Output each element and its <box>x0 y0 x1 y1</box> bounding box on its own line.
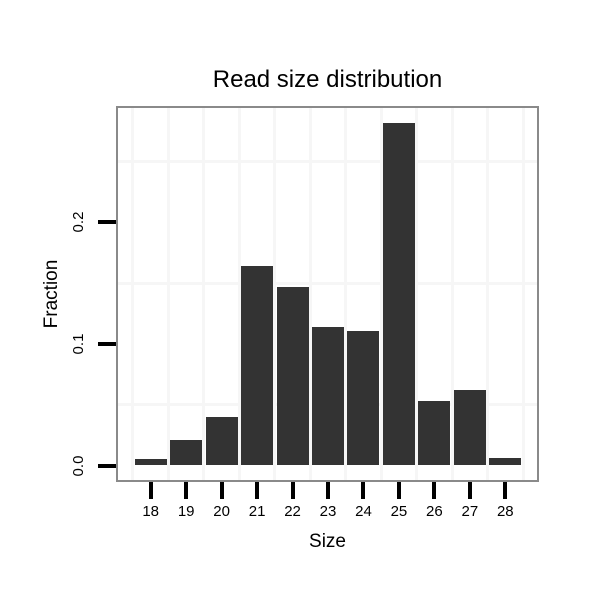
bar-21 <box>241 266 274 466</box>
minor-gridline-vertical <box>450 108 454 480</box>
y-tick-label-0.0: 0.0 <box>70 455 87 476</box>
minor-gridline-horizontal <box>118 160 537 163</box>
x-tick-25 <box>396 482 401 499</box>
minor-gridline-horizontal <box>118 281 537 285</box>
x-tick-26 <box>432 482 437 499</box>
x-tick-27 <box>467 482 472 499</box>
bar-23 <box>312 326 344 466</box>
minor-gridline-vertical <box>486 108 490 480</box>
minor-gridline-vertical <box>202 108 206 480</box>
x-tick-label-23: 23 <box>319 503 337 520</box>
minor-gridline-vertical <box>308 108 312 480</box>
y-tick-label-0.1: 0.1 <box>70 333 87 355</box>
x-tick-label-28: 28 <box>496 503 514 520</box>
x-tick-22 <box>290 482 295 499</box>
minor-gridline-vertical <box>344 108 348 480</box>
minor-gridline-vertical <box>379 108 383 480</box>
minor-gridline-vertical <box>415 108 419 480</box>
bar-25 <box>382 122 415 466</box>
x-tick-label-20: 20 <box>213 503 230 520</box>
x-tick-label-27: 27 <box>461 503 479 520</box>
minor-gridline-vertical <box>273 108 277 480</box>
x-tick-20 <box>219 482 224 499</box>
x-tick-label-18: 18 <box>142 503 160 520</box>
minor-gridline-vertical <box>131 108 135 480</box>
y-tick-label-0.2: 0.2 <box>70 211 87 233</box>
x-tick-28 <box>503 482 508 499</box>
y-tick-0.0 <box>98 463 116 468</box>
bar-24 <box>347 330 380 466</box>
x-tick-18 <box>148 482 153 499</box>
x-tick-19 <box>184 482 189 499</box>
x-tick-label-22: 22 <box>284 503 301 520</box>
bar-22 <box>276 286 309 466</box>
y-tick-0.1 <box>98 341 116 346</box>
bar-28 <box>489 458 522 466</box>
minor-gridline-vertical <box>521 108 525 480</box>
minor-gridline-vertical <box>237 108 241 480</box>
x-axis-title: Size <box>309 531 346 552</box>
y-axis-title: Fraction <box>41 259 62 329</box>
x-tick-23 <box>326 482 330 499</box>
chart-title: Read size distribution <box>212 66 443 93</box>
minor-gridline-vertical <box>166 108 170 480</box>
bar-26 <box>418 401 451 466</box>
x-tick-24 <box>361 482 366 499</box>
bar-27 <box>453 390 486 466</box>
bar-19 <box>170 439 203 466</box>
x-tick-label-21: 21 <box>248 503 266 520</box>
x-tick-label-19: 19 <box>177 503 195 520</box>
bar-18 <box>134 459 167 466</box>
x-tick-label-24: 24 <box>355 503 372 520</box>
bar-20 <box>205 416 238 466</box>
y-tick-0.2 <box>98 220 116 225</box>
x-tick-label-26: 26 <box>426 503 443 520</box>
plot-panel <box>116 106 539 482</box>
x-tick-label-25: 25 <box>390 503 408 520</box>
x-tick-21 <box>255 482 260 499</box>
